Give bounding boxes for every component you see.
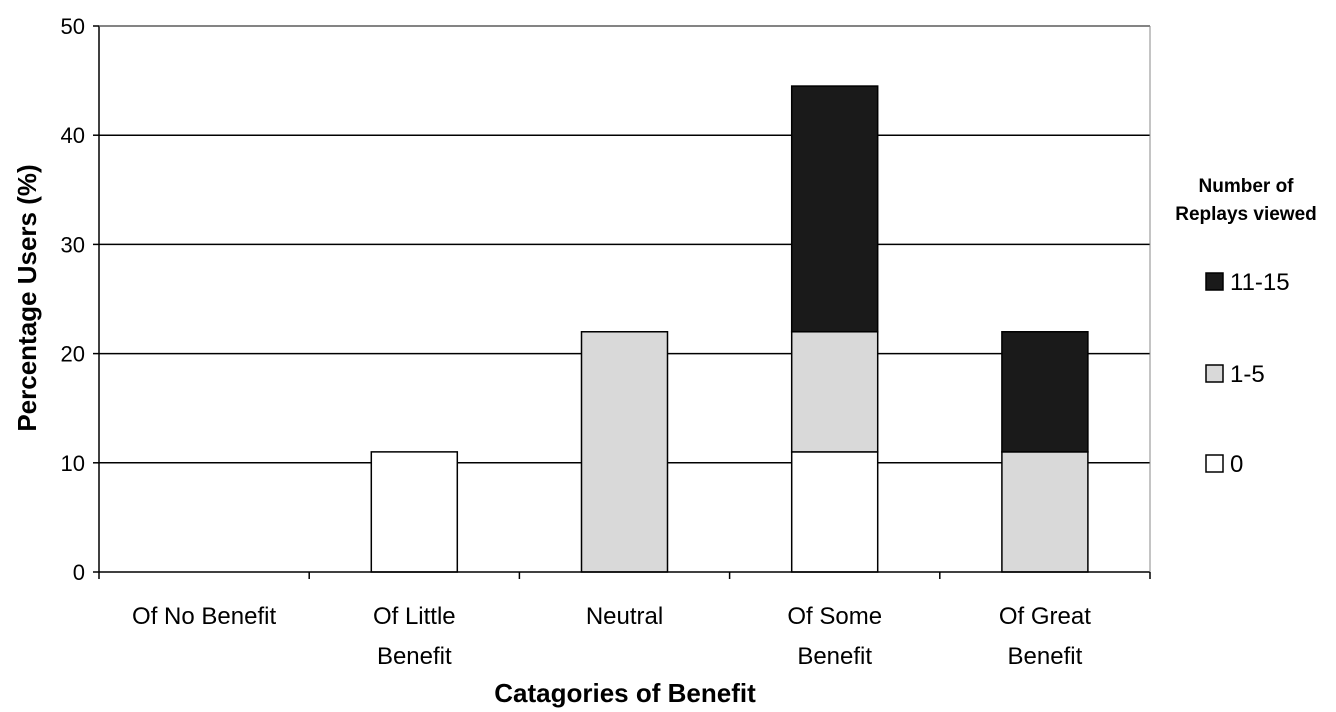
bar-segment bbox=[1002, 332, 1088, 452]
bar-segment bbox=[792, 86, 878, 332]
legend-label: 11-15 bbox=[1230, 269, 1290, 296]
y-tick-labels: 0 10 20 30 40 50 bbox=[61, 14, 85, 585]
y-tick-label: 20 bbox=[61, 342, 85, 367]
y-tick-label: 10 bbox=[61, 451, 85, 476]
bars bbox=[371, 86, 1088, 572]
legend-swatch bbox=[1206, 365, 1223, 382]
legend-label: 1-5 bbox=[1230, 361, 1265, 388]
y-tick-label: 30 bbox=[61, 232, 85, 257]
bar-segment bbox=[582, 332, 668, 572]
legend-swatch bbox=[1206, 455, 1223, 472]
x-category-label: Of Great Benefit bbox=[999, 603, 1091, 670]
x-category-label: Neutral bbox=[586, 603, 663, 630]
legend-label: 0 bbox=[1230, 451, 1243, 478]
legend: Number of Replays viewed 11-15 1-5 0 bbox=[1175, 176, 1317, 478]
x-tick-labels: Of No Benefit Of Little Benefit Neutral Of S… bbox=[132, 603, 1091, 670]
bar-segment bbox=[371, 452, 457, 572]
legend-title: Number of Replays viewed bbox=[1175, 176, 1317, 225]
x-axis-title: Catagories of Benefit bbox=[494, 678, 756, 708]
legend-swatch bbox=[1206, 273, 1223, 290]
y-tick-label: 50 bbox=[61, 14, 85, 39]
x-category-label: Of No Benefit bbox=[132, 603, 276, 630]
bar-segment bbox=[792, 452, 878, 572]
y-tick-label: 0 bbox=[73, 560, 85, 585]
y-tick-label: 40 bbox=[61, 123, 85, 148]
x-category-label: Of Little Benefit bbox=[373, 603, 456, 670]
bar-segment bbox=[1002, 452, 1088, 572]
x-category-label: Of Some Benefit bbox=[787, 603, 882, 670]
bar-segment bbox=[792, 332, 878, 452]
y-axis-title: Percentage Users (%) bbox=[12, 164, 42, 431]
